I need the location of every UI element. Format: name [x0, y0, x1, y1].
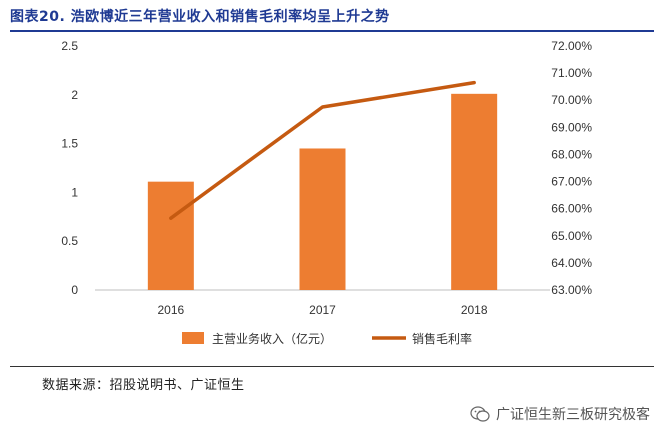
- legend-label-revenue: 主营业务收入（亿元）: [212, 331, 332, 346]
- chart: 0 0.5 1 1.5 2 2.5 63.00% 64.00% 65.00% 66.00% 67.0…: [0, 32, 664, 368]
- watermark: 广证恒生新三板研究极客: [470, 404, 650, 424]
- y-left-tick-label: 1: [71, 185, 78, 199]
- y-right-tick-label: 65.00%: [551, 229, 592, 243]
- combo-chart-svg: 0 0.5 1 1.5 2 2.5 63.00% 64.00% 65.00% 66.00% 67.0…: [61, 39, 592, 346]
- legend-swatch-revenue: [182, 332, 204, 344]
- wechat-icon: [470, 406, 490, 422]
- y-right-tick-label: 66.00%: [551, 202, 592, 216]
- y-left-tick-label: 1.5: [61, 137, 78, 151]
- title-divider: [10, 30, 654, 32]
- y-right-tick-label: 64.00%: [551, 256, 592, 270]
- bar-revenue-2018: [451, 93, 498, 290]
- y-right-tick-label: 72.00%: [551, 39, 592, 53]
- watermark-text: 广证恒生新三板研究极客: [496, 407, 650, 423]
- y-right-tick-label: 67.00%: [551, 175, 592, 189]
- y-right-tick-label: 70.00%: [551, 93, 592, 107]
- bar-revenue-2017: [299, 148, 346, 290]
- y-right-tick-label: 71.00%: [551, 66, 592, 80]
- y-right-tick-label: 68.00%: [551, 147, 592, 161]
- chart-bottom-divider: [10, 366, 654, 367]
- data-source-note: 数据来源：招股说明书、广证恒生: [42, 378, 245, 393]
- x-tick-label: 2017: [309, 303, 336, 317]
- y-left-tick-label: 0.5: [61, 234, 78, 248]
- y-left-tick-label: 2.5: [61, 39, 78, 53]
- y-right-tick-label: 69.00%: [551, 120, 592, 134]
- x-tick-label: 2016: [157, 303, 184, 317]
- bar-revenue-2016: [147, 181, 194, 290]
- line-gross-margin: [169, 80, 476, 220]
- y-left-tick-label: 0: [71, 283, 78, 297]
- y-left-tick-label: 2: [71, 88, 78, 102]
- y-right-tick-label: 63.00%: [551, 283, 592, 297]
- legend-label-margin: 销售毛利率: [412, 331, 472, 346]
- figure-title: 图表20. 浩欧博近三年营业收入和销售毛利率均呈上升之势: [10, 9, 390, 25]
- x-tick-label: 2018: [461, 303, 488, 317]
